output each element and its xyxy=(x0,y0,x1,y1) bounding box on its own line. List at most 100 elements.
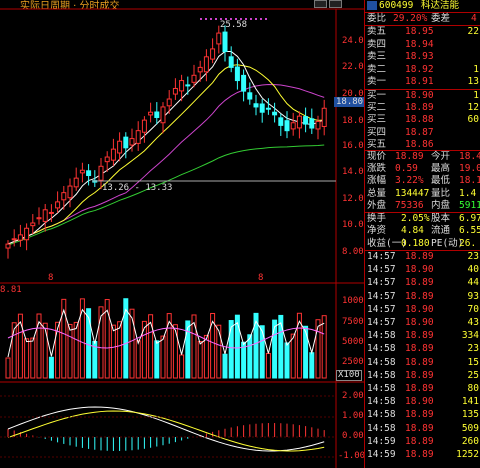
tick-row: 14:57 18.90 40 xyxy=(367,264,479,276)
tick-row: 14:58 18.89 25 xyxy=(367,369,479,381)
volume-bar xyxy=(79,298,85,379)
volume-bar xyxy=(197,341,203,379)
zoom-out-button[interactable] xyxy=(314,0,327,8)
volume-bar xyxy=(179,354,185,379)
quote-panel: 600499 科达洁能 委比 29.20% 委差 4 卖五 18.95 22 卖四 18… xyxy=(364,0,480,468)
bid-row: 买五 18.86 xyxy=(367,138,434,150)
stat2-row: 换手 2.05% 股本 6.97 xyxy=(367,213,480,224)
volume-bar xyxy=(67,323,73,379)
volume-bar xyxy=(92,340,98,379)
bid-row: 买二 18.89 12 xyxy=(367,102,479,114)
candle-body xyxy=(17,234,23,241)
ask-row: 卖四 18.94 xyxy=(367,38,434,50)
volume-bar xyxy=(259,325,265,379)
stock-header: 600499 科达洁能 xyxy=(365,0,480,12)
stat-row: 总量 134447 量比 1.4 xyxy=(367,187,477,199)
chart-canvas[interactable] xyxy=(0,0,364,468)
volume-bar xyxy=(309,352,315,379)
y-label: 14.00 xyxy=(342,167,370,177)
candle-body xyxy=(278,117,284,126)
volume-bar xyxy=(321,315,327,379)
candle-body xyxy=(79,169,85,174)
tick-row: 14:58 18.89 23 xyxy=(367,343,479,355)
y-label: 18.00 xyxy=(342,116,370,126)
volume-bar xyxy=(203,334,209,379)
y-label: 20.00 xyxy=(342,89,370,99)
volume-bar xyxy=(222,353,228,379)
volume-bar xyxy=(228,320,234,379)
candle-body xyxy=(36,217,42,220)
candle-body xyxy=(104,156,110,163)
candle-body xyxy=(30,222,36,227)
candle-body xyxy=(24,227,30,241)
zoom-in-button[interactable] xyxy=(329,0,342,8)
volume-bar xyxy=(104,299,110,379)
volume-bar xyxy=(110,324,116,379)
candle-body xyxy=(210,48,216,60)
chart-top-text: 实际日周期 · 分时成交 xyxy=(20,1,120,9)
candle-body xyxy=(185,84,191,87)
candle-body xyxy=(253,103,259,108)
volume-bar xyxy=(272,319,278,379)
volume-bar xyxy=(278,314,284,379)
vol-axis-start: 8.81 xyxy=(0,285,22,295)
tick-row: 14:59 18.89 1252 xyxy=(367,449,479,460)
tick-row: 14:58 18.89 334 xyxy=(367,330,479,342)
volume-bar xyxy=(185,320,191,379)
tick-row: 14:57 18.90 43 xyxy=(367,317,479,328)
candle-body xyxy=(154,111,160,118)
candle-body xyxy=(110,148,116,161)
y-label: 12.00 xyxy=(342,194,370,204)
current-price-tag: 18.80 xyxy=(334,97,366,107)
volume-bar xyxy=(154,340,160,379)
volume-bar xyxy=(210,312,216,379)
candle-body xyxy=(216,32,222,45)
candle-body xyxy=(296,115,302,129)
candle-body xyxy=(272,111,278,116)
tick-row: 14:57 18.89 23 xyxy=(367,251,479,262)
volume-bar xyxy=(11,322,17,379)
candle-body xyxy=(135,130,141,144)
candle-body xyxy=(129,138,135,146)
bid-row: 买一 18.90 1 xyxy=(367,90,479,101)
candle-body xyxy=(228,56,234,68)
volume-bar xyxy=(166,313,172,379)
weibi-row: 委比 29.20% 委差 4 xyxy=(367,13,477,24)
range-label: 13.26 - 13.33 xyxy=(102,183,173,193)
tick-row: 14:57 18.89 44 xyxy=(367,277,479,289)
volume-bar xyxy=(117,321,123,379)
candle-body xyxy=(148,111,154,116)
tick-row: 14:59 18.89 260 xyxy=(367,435,479,447)
volume-bar xyxy=(98,306,104,379)
candle-body xyxy=(265,107,271,110)
volume-bar xyxy=(61,298,67,379)
volume-bar xyxy=(191,314,197,379)
bid-row: 买四 18.87 xyxy=(367,126,434,138)
candle-body xyxy=(86,170,92,177)
volume-bar xyxy=(5,357,11,379)
vol-label: 10000 xyxy=(342,296,370,306)
candle-body xyxy=(321,107,327,127)
tick-row: 14:58 18.89 135 xyxy=(367,409,479,421)
volume-bar xyxy=(42,322,48,379)
candle-body xyxy=(241,74,247,92)
macd-label: 0.00 xyxy=(342,431,364,441)
volume-bar xyxy=(135,340,141,379)
candle-body xyxy=(123,136,129,149)
volume-bar xyxy=(241,341,247,379)
tick-row: 14:58 18.89 15 xyxy=(367,356,479,368)
period-marker: 8 xyxy=(48,273,54,283)
y-label: 10.00 xyxy=(342,220,370,230)
volume-bar xyxy=(315,319,321,379)
candle-body xyxy=(11,238,17,241)
kline-chart-area[interactable]: 实际日周期 · 分时成交 24.00 22.00 20.00 18.00 xyxy=(0,0,369,468)
ask-row: 卖二 18.92 1 xyxy=(367,63,479,75)
candle-body xyxy=(67,185,73,199)
stat-row: 涨跌 0.59 最高 19.0 xyxy=(367,163,480,175)
y-label: 8.00 xyxy=(342,247,364,257)
volume-bar xyxy=(160,335,166,379)
tick-row: 14:57 18.90 70 xyxy=(367,303,479,315)
volume-bar xyxy=(303,325,309,379)
macd-label: -1.00 xyxy=(338,451,366,461)
volume-bar xyxy=(30,337,36,379)
